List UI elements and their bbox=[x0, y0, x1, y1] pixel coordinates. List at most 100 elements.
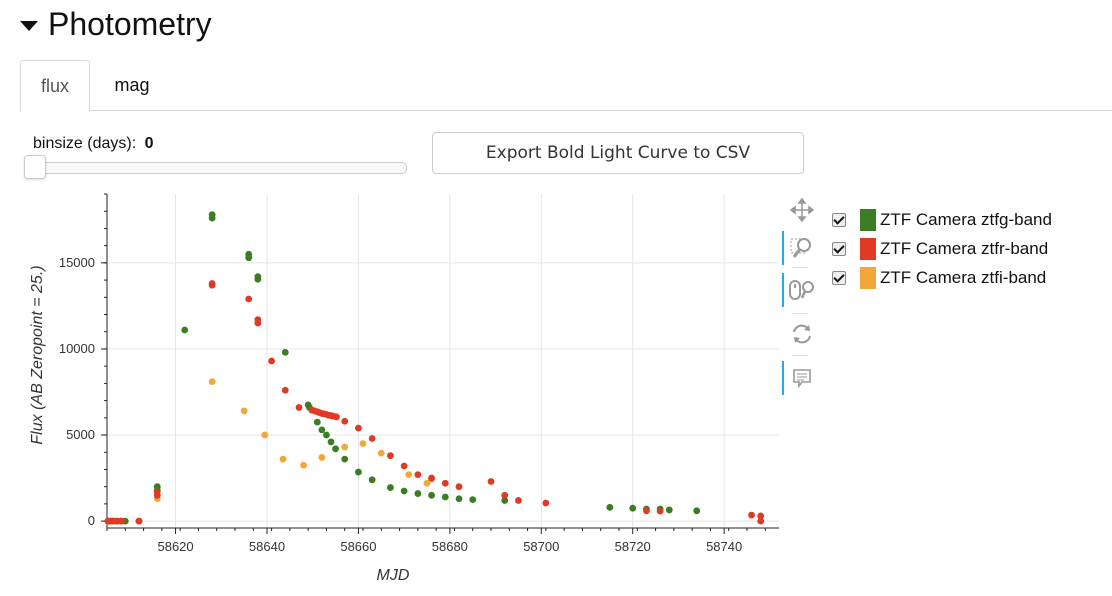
legend-label-ztfr: ZTF Camera ztfr-band bbox=[880, 238, 1049, 258]
tab-mag[interactable]: mag bbox=[114, 75, 150, 95]
tab-flux[interactable]: flux bbox=[20, 60, 90, 112]
y-tick-label: 0 bbox=[88, 513, 95, 528]
data-point-ztfg bbox=[629, 504, 637, 512]
data-point-ztfg bbox=[441, 493, 449, 501]
binsize-label: binsize (days): bbox=[33, 135, 137, 152]
y-tick-label: 10000 bbox=[59, 341, 95, 356]
data-point-ztfr bbox=[643, 507, 650, 515]
legend-item-ztfg[interactable]: ZTF Camera ztfg-band bbox=[830, 205, 1052, 234]
y-tick-label: 15000 bbox=[59, 255, 95, 270]
data-point-ztfi bbox=[359, 440, 367, 448]
x-tick-label: 58640 bbox=[249, 539, 285, 554]
data-point-ztfi bbox=[208, 378, 216, 386]
reset-icon[interactable] bbox=[784, 319, 820, 349]
x-tick-label: 58740 bbox=[706, 539, 742, 554]
data-point-ztfg bbox=[245, 254, 253, 262]
plot-legend: ZTF Camera ztfg-band ZTF Camera ztfr-ban… bbox=[830, 205, 1052, 292]
y-tick-label: 5000 bbox=[66, 427, 95, 442]
pan-icon[interactable] bbox=[784, 195, 820, 225]
section-title: Photometry bbox=[48, 5, 212, 42]
data-point-ztfg bbox=[355, 468, 362, 476]
data-point-ztfr bbox=[656, 507, 664, 515]
hover-active-indicator bbox=[782, 361, 784, 395]
data-point-ztfg bbox=[281, 348, 289, 356]
data-point-ztfr bbox=[368, 435, 376, 442]
x-axis-label: MJD bbox=[377, 567, 410, 584]
data-point-ztfr bbox=[254, 319, 262, 327]
toolbar-separator bbox=[792, 355, 808, 356]
data-point-ztfr bbox=[135, 517, 143, 525]
box-zoom-icon[interactable] bbox=[784, 233, 820, 263]
legend-item-ztfi[interactable]: ZTF Camera ztfi-band bbox=[830, 263, 1052, 292]
legend-checkbox-ztfi[interactable] bbox=[832, 270, 846, 285]
data-point-ztfr bbox=[748, 511, 755, 519]
data-point-ztfi bbox=[279, 455, 287, 463]
binsize-slider-track[interactable] bbox=[24, 162, 407, 174]
wheel-zoom-icon[interactable] bbox=[784, 275, 820, 305]
data-point-ztfr bbox=[118, 517, 126, 525]
x-tick-label: 58660 bbox=[340, 539, 376, 554]
data-point-ztfr bbox=[487, 478, 495, 485]
legend-item-ztfr[interactable]: ZTF Camera ztfr-band bbox=[830, 234, 1052, 263]
data-point-ztfr bbox=[333, 413, 340, 421]
x-tick-label: 58720 bbox=[615, 539, 651, 554]
plot-area bbox=[107, 194, 779, 528]
box-zoom-active-indicator bbox=[782, 231, 784, 265]
data-point-ztfg bbox=[332, 445, 339, 453]
data-point-ztfr bbox=[341, 417, 349, 425]
legend-swatch-ztfg bbox=[860, 208, 876, 231]
data-point-ztfg bbox=[414, 490, 422, 497]
data-point-ztfg bbox=[665, 506, 673, 514]
data-point-ztfg bbox=[181, 326, 189, 334]
data-point-ztfg bbox=[455, 495, 463, 503]
data-point-ztfg bbox=[254, 275, 262, 283]
data-point-ztfr bbox=[268, 357, 275, 365]
legend-swatch-ztfi bbox=[860, 266, 876, 289]
photometry-plot[interactable]: 58620 58640 58660 58680 58700 58720 58740 0 5000… bbox=[0, 188, 780, 588]
legend-checkbox-ztfg[interactable] bbox=[832, 212, 846, 227]
data-point-ztfi bbox=[300, 461, 307, 469]
data-point-ztfr bbox=[414, 471, 422, 479]
data-point-ztfi bbox=[423, 479, 431, 487]
binsize-slider-handle[interactable] bbox=[24, 155, 46, 179]
legend-label-ztfi: ZTF Camera ztfi-band bbox=[880, 267, 1047, 287]
plot-toolbar bbox=[782, 195, 822, 405]
x-tick-label: 58620 bbox=[157, 539, 193, 554]
data-point-ztfi bbox=[318, 454, 326, 461]
wheel-zoom-active-indicator bbox=[782, 273, 784, 307]
data-point-ztfr bbox=[295, 404, 303, 411]
toolbar-separator bbox=[792, 267, 808, 268]
data-point-ztfr bbox=[208, 281, 216, 289]
data-point-ztfr bbox=[400, 462, 408, 470]
data-point-ztfg bbox=[368, 476, 376, 484]
data-point-ztfg bbox=[313, 418, 321, 426]
tab-bar: flux mag bbox=[20, 60, 1112, 112]
data-point-ztfr bbox=[428, 474, 435, 482]
data-point-ztfi bbox=[405, 471, 413, 479]
hover-icon[interactable] bbox=[784, 363, 820, 393]
y-axis-label: Flux (AB Zeropoint = 25.) bbox=[29, 265, 46, 444]
data-point-ztfi bbox=[377, 449, 385, 457]
export-csv-button[interactable]: Export Bold Light Curve to CSV bbox=[432, 132, 804, 174]
data-point-ztfr bbox=[542, 499, 550, 507]
data-point-ztfr bbox=[245, 295, 253, 303]
caret-down-icon[interactable] bbox=[20, 20, 38, 31]
data-point-ztfr bbox=[387, 452, 394, 460]
section-header[interactable]: Photometry bbox=[20, 4, 212, 44]
data-point-ztfg bbox=[469, 496, 477, 503]
data-point-ztfg bbox=[501, 497, 509, 504]
data-point-ztfi bbox=[261, 431, 269, 439]
data-point-ztfg bbox=[208, 214, 216, 222]
legend-label-ztfg: ZTF Camera ztfg-band bbox=[880, 209, 1052, 229]
x-tick-label: 58680 bbox=[432, 539, 468, 554]
toolbar-separator bbox=[792, 313, 808, 314]
data-point-ztfr bbox=[757, 517, 765, 525]
legend-checkbox-ztfr[interactable] bbox=[832, 241, 846, 256]
data-point-ztfr bbox=[355, 424, 362, 432]
data-point-ztfg bbox=[400, 487, 408, 495]
data-point-ztfg bbox=[428, 491, 435, 499]
legend-swatch-ztfr bbox=[860, 237, 876, 260]
data-point-ztfg bbox=[341, 455, 349, 463]
data-point-ztfr bbox=[281, 386, 289, 394]
data-point-ztfg bbox=[606, 503, 614, 511]
